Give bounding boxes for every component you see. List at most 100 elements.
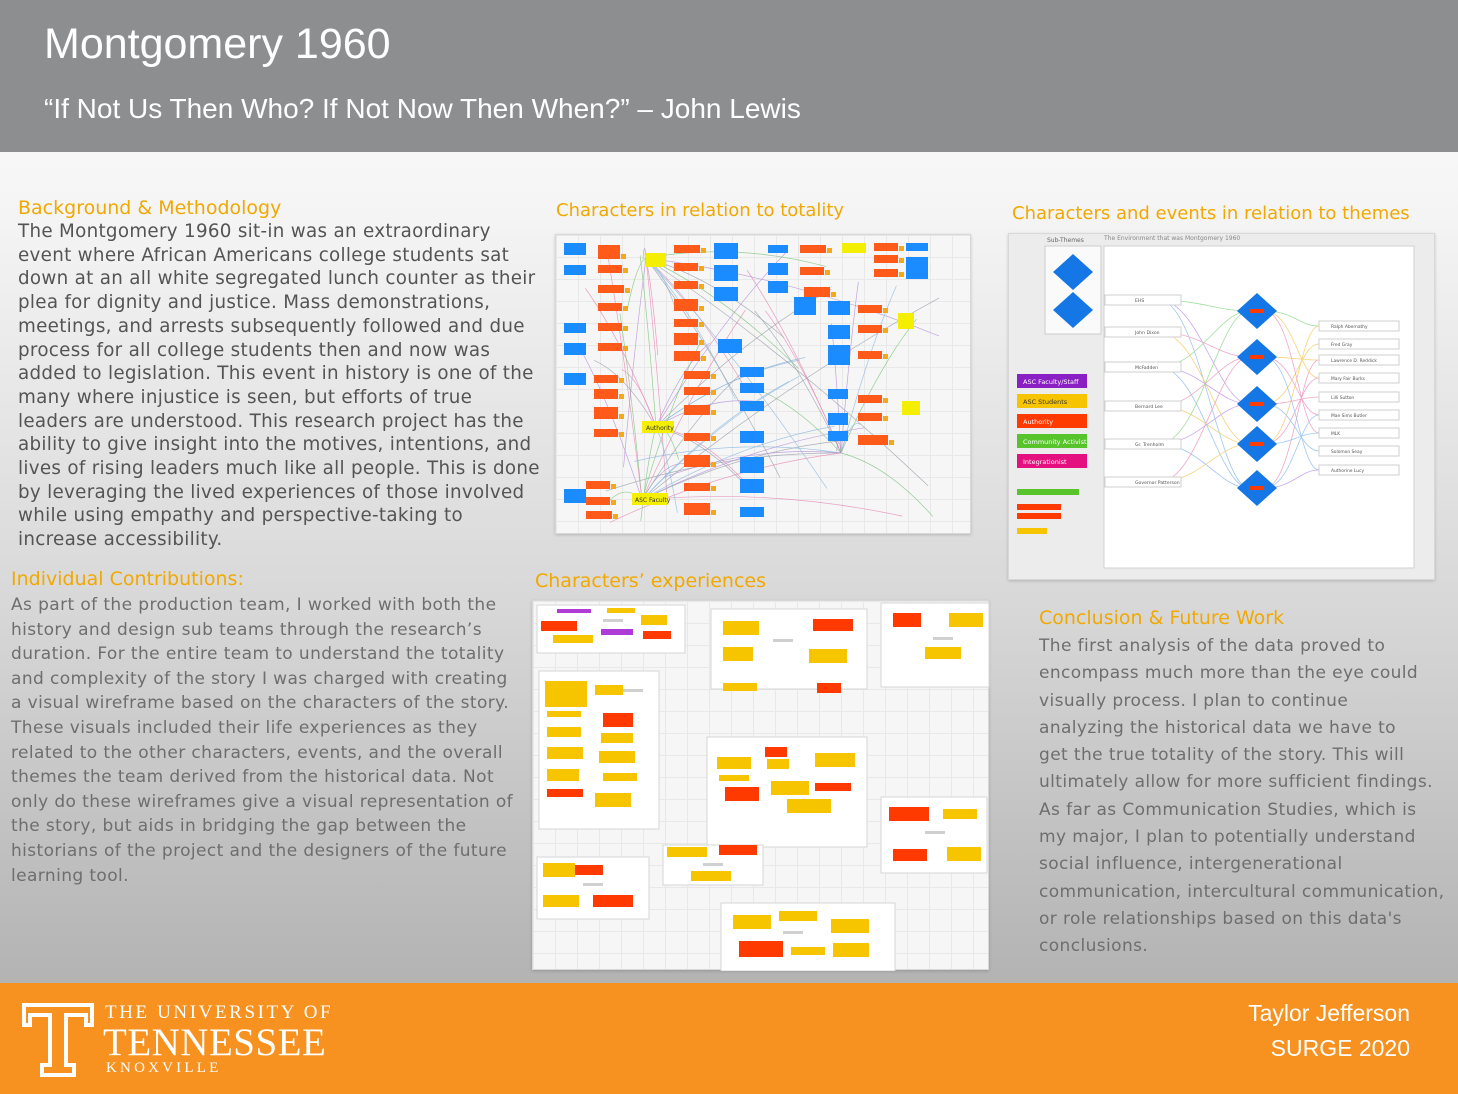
experience-card [771,781,809,795]
contributions-line: history and design sub teams through the… [11,619,482,640]
wireframe-node [874,243,898,251]
wireframe-node [594,407,618,419]
connector-line [609,452,842,523]
conclusion-line: The first analysis of the data proved to [1039,636,1386,656]
right-name: MLK [1331,431,1340,437]
connector-line [619,313,643,501]
connector-line [655,342,710,428]
legend-note [1017,489,1079,495]
experience-card [595,685,623,695]
connector-line [655,357,806,428]
left-name: Bernard Lee [1135,404,1163,410]
wireframe-node [684,371,710,379]
authority-label: Authority [646,425,674,432]
right-name-box [1318,409,1400,421]
conclusion-line: social influence, intergenerational [1039,854,1343,875]
legend-swatch [1017,454,1087,468]
wireframe-node [800,267,824,275]
conclusion-body: The first analysis of the data proved to… [1039,633,1449,961]
wireframe-node [598,245,620,259]
wireframe-node [598,343,622,351]
wireframe-node [740,507,764,517]
theme-diamond-tag [1250,486,1264,490]
wireframe-tag [899,272,904,277]
wireframe-node [858,435,888,445]
conclusion-line: As far as Communication Studies, which i… [1039,799,1417,820]
conclusion-line: encompass much more than the eye could [1039,663,1419,684]
wireframe-node [906,257,928,279]
wireframe-tag [883,416,888,421]
contributions-line: historians of the project and the design… [11,840,508,861]
legend-swatch [1017,374,1087,388]
university-t-logo [22,1003,94,1077]
wireframe-tag [699,306,704,311]
wireframe-node [858,395,882,403]
right-name-box [1318,354,1400,366]
themes-heading: Characters and events in relation to the… [1012,203,1410,224]
totality-heading: Characters in relation to totality [556,200,845,221]
asc-faculty-node [632,493,668,505]
legend-swatch [1017,434,1087,448]
totality-wireframe-graphic: Authority ASC Faculty [564,243,940,523]
wireframe-node [874,255,898,263]
left-name: McFadden [1135,365,1158,371]
wireframe-node [740,401,764,411]
wireframe-node [740,431,764,443]
right-name-box [1318,391,1400,403]
wireframe-node [804,287,830,297]
wireframe-node [828,345,850,365]
experience-card [603,713,633,727]
connector-line [836,441,842,454]
experience-card [733,915,771,929]
wireframe-tag [883,308,888,313]
asc-faculty-label: ASC Faculty [635,497,671,504]
subtheme-diamond [1053,292,1093,328]
experience-card [667,847,707,857]
legend-label: Community Activist [1023,438,1087,446]
experience-card [815,783,851,791]
experience-card [723,647,753,661]
background-line: many where injustice is seen, but effort… [18,386,473,408]
conclusion-heading: Conclusion & Future Work [1039,607,1285,629]
experience-card [553,635,593,643]
theme-diamond-tag [1250,402,1264,406]
conclusion-line: conclusions. [1039,936,1149,957]
themes-board-title: The Environment that was Montgomery 1960 [1103,235,1240,242]
wireframe-node [674,281,698,289]
experience-card [817,683,841,693]
contributions-line: only do these wireframes give a visual r… [11,791,514,812]
wireframe-node [598,285,624,293]
contributions-line: the story, but aids in bridging the gap … [11,816,467,837]
wireframe-tag [711,510,716,515]
wireframe-node [740,479,764,493]
wireframe-tag [883,354,888,359]
wireframe-tag [699,284,704,289]
legend-swatch [1017,414,1087,428]
poster-title: Montgomery 1960 [44,20,391,68]
wireframe-tag [701,356,706,361]
connector-line [840,285,897,454]
experience-card [831,919,869,933]
wireframe-node [594,389,618,399]
wireframe-node [714,287,738,301]
experiences-heading: Characters’ experiences [535,570,766,592]
wireframe-tag [883,398,888,403]
left-name-box [1104,400,1182,412]
experience-card [739,941,783,957]
wireframe-node [598,323,622,331]
connector-line [663,451,842,478]
wireframe-node [674,319,698,327]
connector-line [593,360,657,428]
left-name: EHS [1135,298,1144,304]
experience-card [943,809,977,819]
theme-connector [1263,356,1320,471]
conclusion-line: get the true totality of the story. This… [1039,745,1405,766]
contributions-line: a visual wireframe based on the characte… [11,693,510,714]
experience-card [547,747,583,759]
theme-diamond-tag [1250,355,1264,359]
wireframe-node [858,325,882,333]
experience-card [779,911,817,921]
background-heading: Background & Methodology [18,197,282,219]
wireframe-node [902,401,920,415]
wireframe-node [598,303,622,311]
